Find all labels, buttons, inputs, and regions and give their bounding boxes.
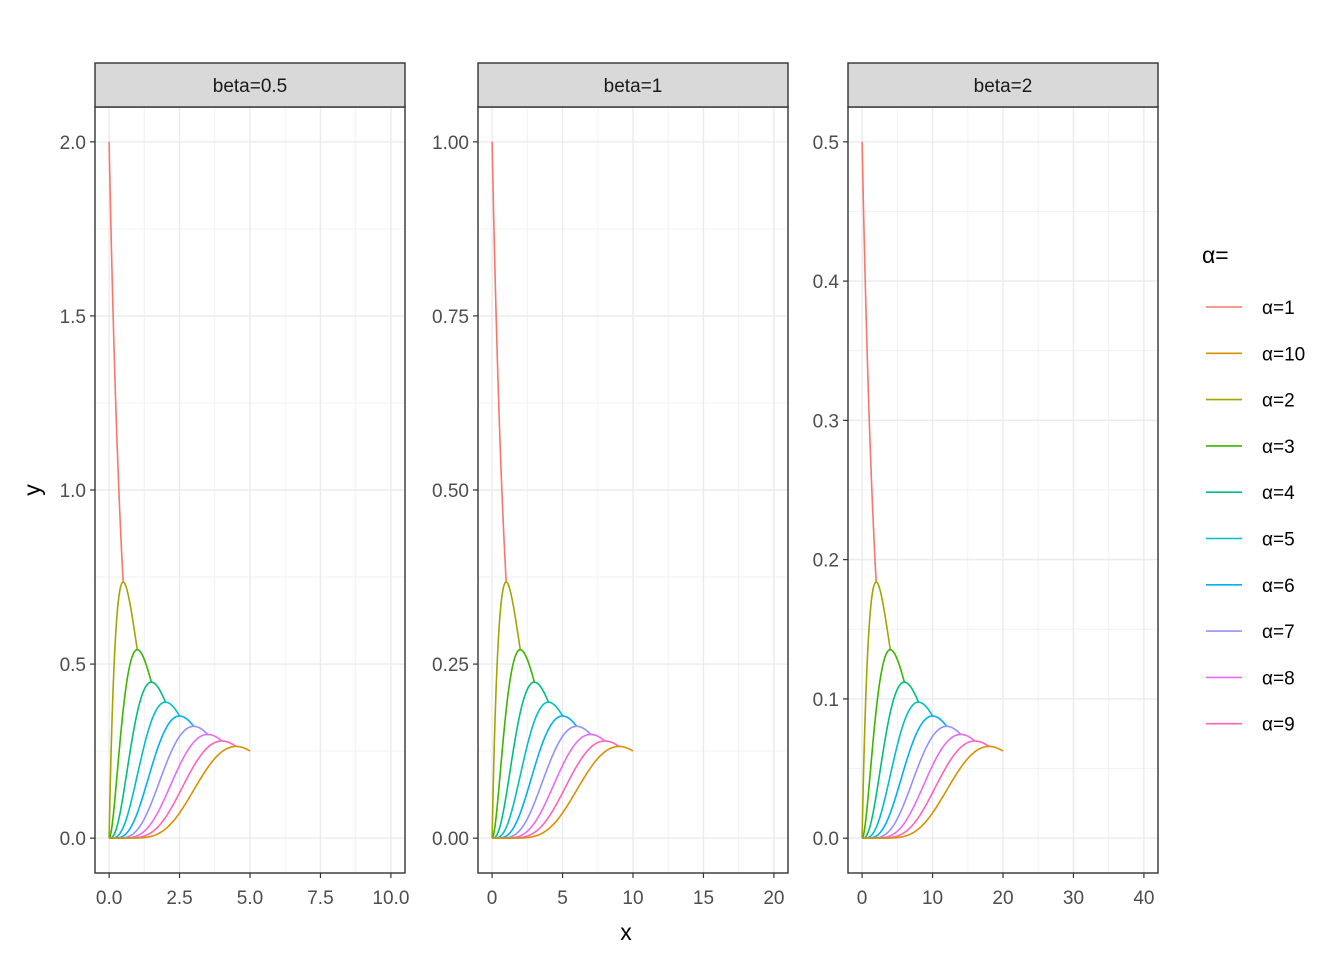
facet-strip-label: beta=1 [604, 76, 663, 97]
x-tick-label: 10.0 [372, 888, 409, 909]
legend-item: α=3 [1206, 437, 1295, 458]
series-line [108, 648, 153, 839]
legend-label: α=4 [1262, 483, 1295, 504]
series-line [492, 681, 550, 839]
legend-item: α=2 [1206, 391, 1295, 412]
facet-strip [847, 62, 1159, 108]
series-line [492, 715, 578, 839]
legend-label: α=9 [1262, 715, 1295, 736]
legend-label: α=10 [1262, 344, 1305, 365]
legend-item: α=10 [1206, 344, 1305, 365]
y-tick-label: 0.3 [813, 411, 839, 432]
y-tick-label: 0.0 [813, 829, 839, 850]
y-tick-label: 0.25 [432, 655, 469, 676]
legend-label: α=3 [1262, 437, 1295, 458]
facet-panel: beta=0.5 0.0 2.5 5.0 7.5 10.0 0.0 0.5 1.0 1.5 2.0 [60, 62, 409, 909]
legend-item: α=5 [1206, 530, 1295, 551]
x-axis-title: x [620, 919, 632, 945]
series-line [492, 745, 634, 839]
legend-label: α=6 [1262, 576, 1295, 597]
legend-label: α=8 [1262, 668, 1295, 689]
series-line [861, 581, 892, 839]
series-line [492, 701, 564, 839]
series-line [862, 701, 934, 839]
series-line [861, 648, 906, 839]
x-tick-label: 10 [922, 888, 943, 909]
series-line [491, 581, 522, 839]
facet-strip [477, 62, 789, 108]
facet-strip-label: beta=0.5 [213, 76, 288, 97]
x-tick-label: 20 [763, 888, 784, 909]
legend: α= α=1 α=10 α=2 α=3 α=4 α=5 α=6 α=7 α=8 α=9 [1202, 242, 1305, 736]
legend-item: α=7 [1206, 622, 1295, 643]
y-tick-label: 0.75 [432, 307, 469, 328]
facet-panel: beta=1 0 5 10 15 20 0.00 0.25 0.50 0.75 1.00 [432, 62, 789, 909]
y-tick-label: 1.5 [60, 307, 86, 328]
facet-strip-label: beta=2 [974, 76, 1033, 97]
series-line [862, 681, 920, 839]
x-tick-label: 5 [557, 888, 568, 909]
series-line [108, 581, 139, 839]
series-line [108, 141, 124, 583]
y-tick-label: 0.5 [813, 133, 839, 154]
x-tick-label: 0 [857, 888, 868, 909]
legend-label: α=7 [1262, 622, 1295, 643]
series-line [862, 715, 948, 839]
legend-item: α=8 [1206, 668, 1295, 689]
series-line [491, 648, 536, 839]
legend-item: α=1 [1206, 298, 1295, 319]
y-tick-label: 2.0 [60, 133, 86, 154]
x-tick-label: 0.0 [96, 888, 122, 909]
series-line [109, 745, 251, 839]
series-line [109, 681, 167, 839]
y-tick-label: 0.5 [60, 655, 86, 676]
series-line [862, 745, 1004, 839]
x-tick-label: 5.0 [237, 888, 263, 909]
facet-strip [94, 62, 406, 108]
x-tick-label: 2.5 [166, 888, 192, 909]
legend-item: α=4 [1206, 483, 1295, 504]
y-tick-label: 0.4 [813, 272, 840, 293]
x-tick-label: 40 [1133, 888, 1154, 909]
y-tick-label: 0.0 [60, 829, 86, 850]
series-line [109, 715, 195, 839]
facet-panel: beta=2 0 10 20 30 40 0.0 0.1 0.2 0.3 0.4 0.5 [813, 62, 1159, 909]
legend-item: α=6 [1206, 576, 1295, 597]
y-tick-label: 0.1 [813, 690, 839, 711]
y-tick-label: 1.0 [60, 481, 86, 502]
x-tick-label: 7.5 [307, 888, 333, 909]
x-tick-label: 30 [1063, 888, 1084, 909]
y-tick-label: 1.00 [432, 133, 469, 154]
legend-label: α=1 [1262, 298, 1295, 319]
y-tick-label: 0.50 [432, 481, 469, 502]
series-line [861, 141, 877, 583]
y-tick-label: 0.2 [813, 551, 839, 572]
x-tick-label: 0 [487, 888, 498, 909]
y-axis-title: y [19, 484, 45, 496]
series-line [491, 141, 507, 583]
x-tick-label: 15 [693, 888, 714, 909]
legend-label: α=2 [1262, 391, 1295, 412]
series-line [109, 701, 181, 839]
x-tick-label: 20 [992, 888, 1013, 909]
legend-item: α=9 [1206, 715, 1295, 736]
legend-label: α=5 [1262, 530, 1295, 551]
y-tick-label: 0.00 [432, 829, 469, 850]
x-tick-label: 10 [622, 888, 643, 909]
legend-title: α= [1202, 242, 1229, 268]
facet-panels: beta=0.50.0 2.5 5.0 7.5 10.00.00.51.01.52.0b… [60, 62, 1159, 909]
